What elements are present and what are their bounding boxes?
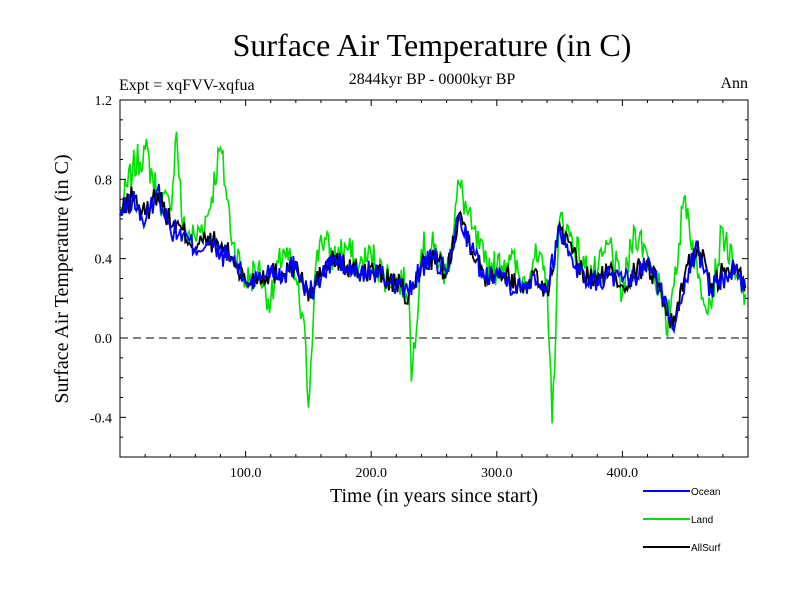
legend-label-land: Land <box>691 515 713 526</box>
x-tick-label: 400.0 <box>607 466 639 481</box>
y-tick-label: 1.2 <box>95 94 113 109</box>
experiment-label: Expt = xqFVV-xqfua <box>119 77 255 94</box>
legend: Ocean Land AllSurf <box>643 487 721 554</box>
y-tick-label: -0.4 <box>90 411 112 426</box>
y-tick-label: 0.4 <box>95 253 113 268</box>
time-range-label: 2844kyr BP - 0000kyr BP <box>349 71 516 88</box>
x-tick-label: 300.0 <box>481 466 513 481</box>
season-label: Ann <box>720 75 748 92</box>
y-axis-label: Surface Air Temperature (in C) <box>51 154 73 403</box>
series-line-land <box>119 131 747 424</box>
x-axis-label: Time (in years since start) <box>330 485 538 507</box>
series-line-ocean <box>119 183 747 335</box>
y-tick-label: 0.0 <box>95 332 113 347</box>
x-tick-label: 200.0 <box>355 466 387 481</box>
legend-label-allsurf: AllSurf <box>691 543 721 554</box>
ticks-layer: 100.0 200.0 300.0 400.0 -0.4 0.0 0.4 0.8 1.2 <box>90 94 748 481</box>
series-layer <box>119 131 747 424</box>
x-tick-label: 100.0 <box>230 466 262 481</box>
legend-label-ocean: Ocean <box>691 487 720 498</box>
y-tick-label: 0.8 <box>95 173 113 188</box>
chart-title: Surface Air Temperature (in C) <box>233 27 632 63</box>
